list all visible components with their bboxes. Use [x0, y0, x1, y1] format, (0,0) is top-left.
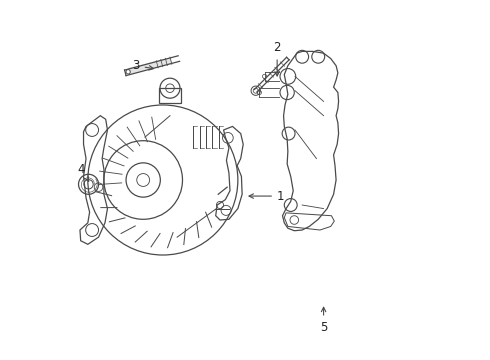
Text: 2: 2: [273, 41, 281, 76]
Text: 3: 3: [132, 59, 153, 72]
Text: 5: 5: [320, 307, 327, 334]
Text: 1: 1: [249, 190, 285, 203]
Text: 4: 4: [77, 163, 89, 181]
